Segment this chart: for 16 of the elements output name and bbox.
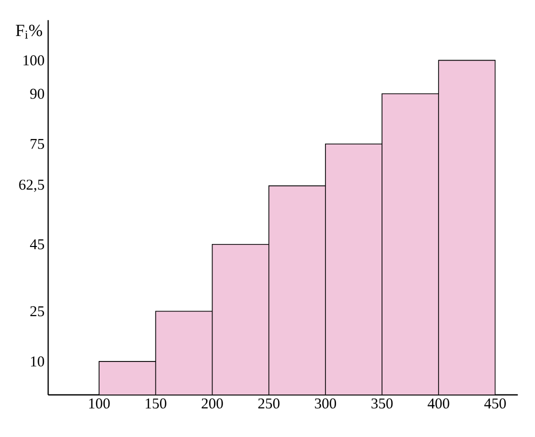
y-tick-label: 45 bbox=[30, 239, 44, 250]
x-tick-label: 350 bbox=[372, 398, 393, 408]
y-tick-label: 75 bbox=[30, 138, 44, 149]
x-tick-label: 100 bbox=[89, 398, 110, 408]
x-tick-label: 250 bbox=[258, 398, 280, 408]
y-axis-title: F$_{i}$% bbox=[16, 24, 42, 39]
x-tick-label: 150 bbox=[146, 398, 166, 408]
x-tick-label: 200 bbox=[202, 398, 223, 408]
x-tick-label: 450 bbox=[484, 398, 506, 408]
y-tick-label: 25 bbox=[30, 306, 44, 316]
y-tick-label: 90 bbox=[30, 88, 44, 99]
y-tick-label: 10 bbox=[31, 356, 44, 366]
y-tick-label: 100 bbox=[24, 55, 44, 66]
y-tick-label: 62,5 bbox=[19, 180, 44, 192]
x-tick-label: 300 bbox=[314, 398, 336, 408]
x-tick-label: 400 bbox=[428, 398, 450, 408]
